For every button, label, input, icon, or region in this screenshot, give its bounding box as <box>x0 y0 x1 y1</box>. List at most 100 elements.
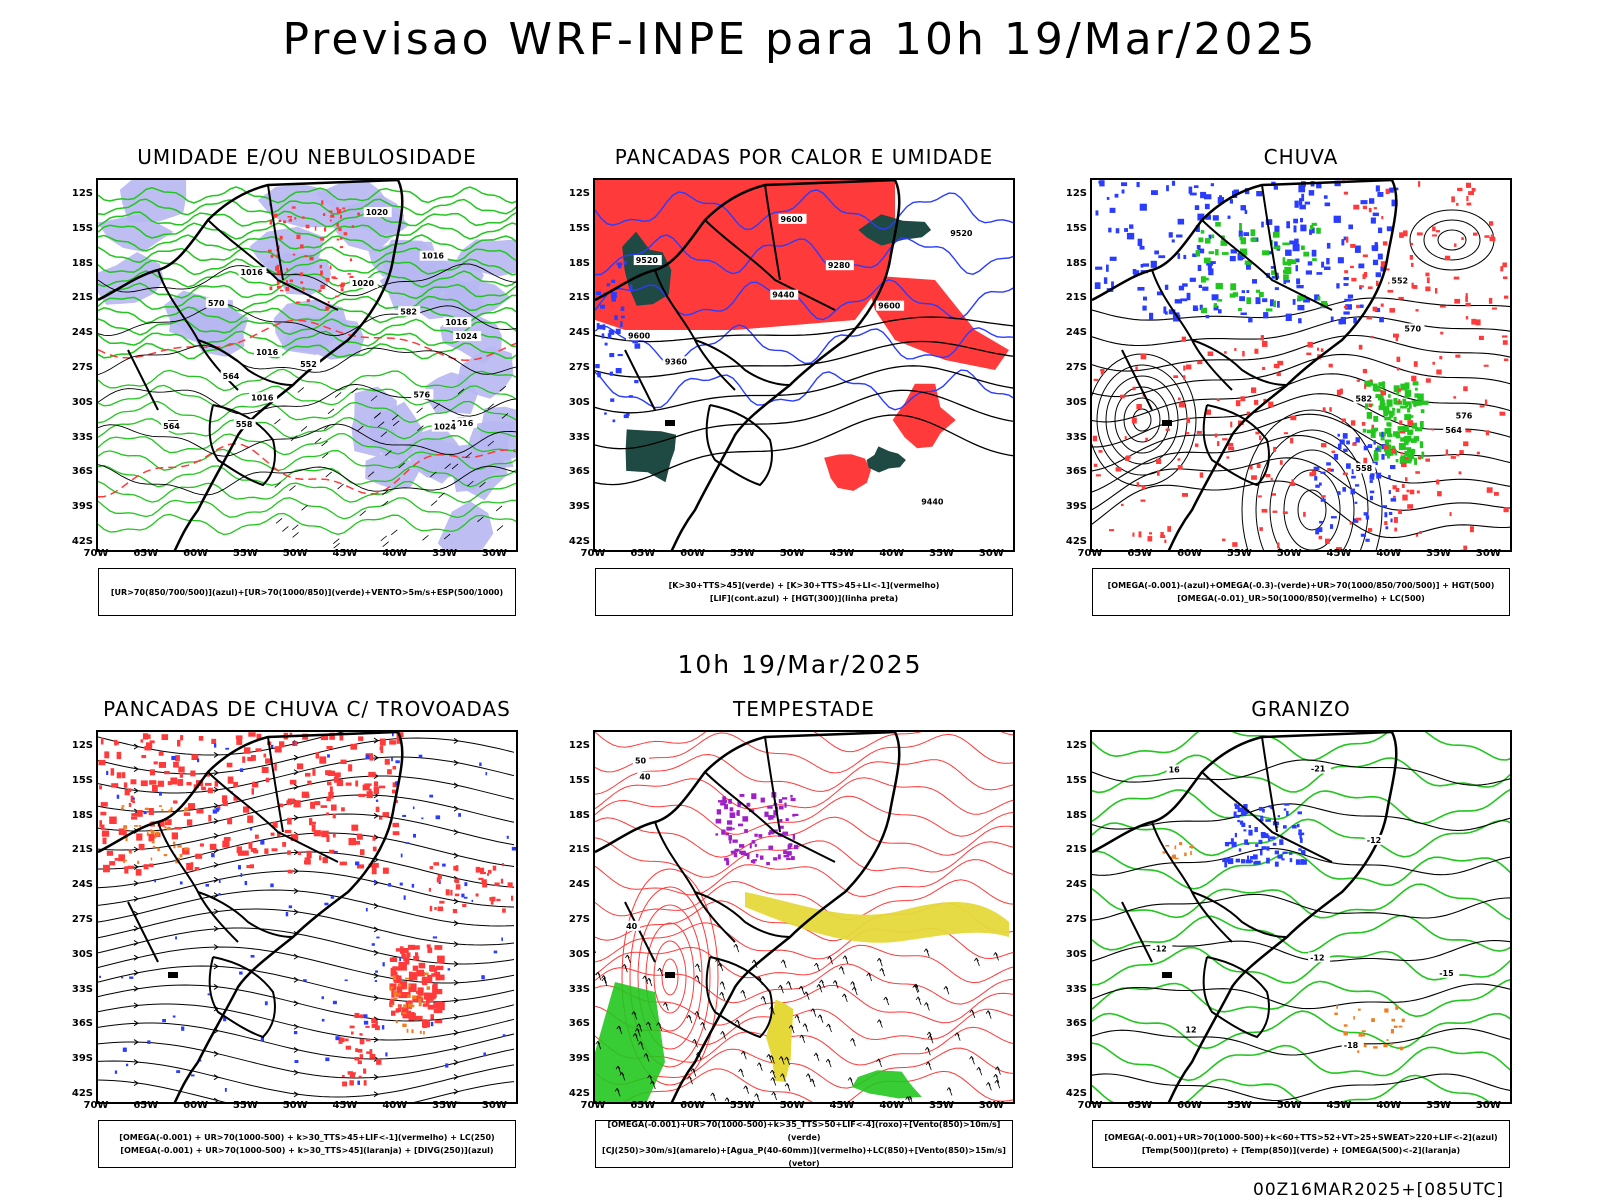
thunderstorm-red-marker <box>270 832 275 836</box>
thunderstorm-red-marker <box>355 1048 359 1052</box>
omega-red-marker <box>1369 379 1373 382</box>
omega-red-marker <box>1394 527 1397 532</box>
country-border <box>267 736 284 833</box>
hail-blue-marker <box>1284 803 1290 806</box>
thunderstorm-red-marker <box>389 998 395 1005</box>
omega-blue-marker <box>1330 524 1334 529</box>
wind-vector <box>770 1077 777 1086</box>
omega-blue-marker <box>1377 253 1383 260</box>
omega-red-marker <box>1235 400 1241 407</box>
thunderstorm-red-marker <box>487 873 489 876</box>
lon-tick-label: 50W <box>282 1100 308 1111</box>
thunderstorm-red-marker <box>248 732 256 737</box>
showers-orange-marker <box>402 1012 407 1015</box>
storm-purple-marker <box>737 801 741 808</box>
omega500-orange-marker <box>1174 857 1179 860</box>
thunderstorm-red-marker <box>243 806 250 813</box>
thunderstorm-red-marker <box>148 808 154 816</box>
red-marker <box>292 253 296 256</box>
contour-label: 40 <box>639 773 651 782</box>
omega-green-marker <box>1378 382 1385 387</box>
omega-blue-marker <box>1193 185 1199 188</box>
thunderstorm-red-marker <box>408 971 413 981</box>
hail-blue-marker <box>1248 829 1253 836</box>
omega-blue-marker <box>1189 192 1197 196</box>
contour-label: 12 <box>1185 1026 1196 1035</box>
streamline <box>98 946 515 984</box>
thunderstorm-red-marker <box>410 1012 416 1020</box>
omega-red-marker <box>1291 479 1294 483</box>
thunderstorm-red-marker <box>287 869 293 874</box>
streamline-arrow <box>213 751 219 758</box>
omega-blue-marker <box>1151 190 1158 195</box>
lat-tick-label: 36S <box>1065 466 1087 478</box>
wind-vector <box>632 1033 639 1042</box>
thunderstorm-red-marker <box>274 763 277 771</box>
omega-green-marker <box>1283 270 1291 274</box>
omega-blue-marker <box>1285 313 1292 321</box>
thunderstorm-red-marker <box>278 803 283 808</box>
omega-red-marker <box>1344 270 1349 274</box>
lon-tick-label: 60W <box>1177 548 1203 559</box>
lat-tick-label: 39S <box>71 501 93 513</box>
thunderstorm-red-marker <box>427 1004 435 1010</box>
streamline-arrow <box>133 766 139 772</box>
lat-tick-label: 42S <box>1065 1088 1087 1099</box>
thunderstorm-red-marker <box>186 782 192 786</box>
omega-green-marker <box>1373 415 1379 422</box>
divergence-blue-marker <box>147 1040 151 1044</box>
thunderstorm-red-marker <box>244 747 251 754</box>
temp500-contour-black <box>1092 893 1510 921</box>
thunderstorm-red-marker <box>173 761 179 768</box>
legend-line: [CJ(250)>30m/s](amarelo)+[Agua_P(40-60mm… <box>602 1146 1006 1168</box>
omega-blue-marker <box>1388 475 1391 479</box>
thunderstorm-red-marker <box>462 903 467 908</box>
wind-vector <box>995 1066 1001 1075</box>
omega-blue-marker <box>1109 207 1116 213</box>
omega-green-marker <box>1386 410 1392 415</box>
blue-marker <box>614 315 618 321</box>
omega-green-marker <box>1258 291 1264 297</box>
contour-label-bg <box>770 289 799 300</box>
wind-arrow <box>430 471 437 478</box>
red-marker <box>329 219 332 222</box>
thunderstorm-red-marker <box>331 804 337 811</box>
omega500-orange-marker <box>1353 1016 1355 1020</box>
divergence-blue-marker <box>405 842 410 844</box>
storm-purple-marker <box>782 797 788 800</box>
hail-blue-marker <box>1299 837 1303 843</box>
wind-vector <box>754 1093 760 1102</box>
temp500-contour-black <box>1092 759 1510 786</box>
divergence-blue-marker <box>325 1057 330 1062</box>
thunderstorm-red-marker <box>110 768 115 776</box>
omega-red-marker <box>1196 430 1202 434</box>
omega500-orange-marker <box>1371 1018 1375 1022</box>
thunderstorm-red-marker <box>344 1038 349 1042</box>
divergence-blue-marker <box>207 993 210 996</box>
streamline-arrow <box>213 1074 219 1081</box>
omega-blue-marker <box>1132 269 1137 274</box>
wind-arrow <box>314 437 322 444</box>
thunderstorm-red-marker <box>158 751 164 756</box>
thunderstorm-red-marker <box>251 788 254 795</box>
omega-green-marker <box>1391 445 1395 450</box>
red-marker <box>276 285 282 289</box>
omega-red-marker <box>1437 491 1442 497</box>
omega-blue-marker <box>1199 304 1203 310</box>
humidity-contour-green <box>98 480 516 504</box>
omega-red-marker <box>1457 187 1463 192</box>
omega-red-marker <box>1455 354 1461 358</box>
streamline-arrow <box>373 754 379 761</box>
omega-red-marker <box>1396 367 1400 371</box>
omega-blue-marker <box>1103 277 1108 284</box>
wind-arrow <box>377 421 385 428</box>
humidity-contour-green <box>98 294 516 312</box>
thunderstorm-red-marker <box>305 772 311 777</box>
omega-blue-marker <box>1373 440 1376 445</box>
panel-title: TEMPESTADE <box>733 697 875 721</box>
lat-tick-label: 30S <box>71 948 93 960</box>
lc850-contour-red <box>621 868 719 1086</box>
showers-orange-marker <box>170 807 173 812</box>
wind-vector <box>638 1041 644 1050</box>
thunderstorm-red-marker <box>158 762 166 768</box>
